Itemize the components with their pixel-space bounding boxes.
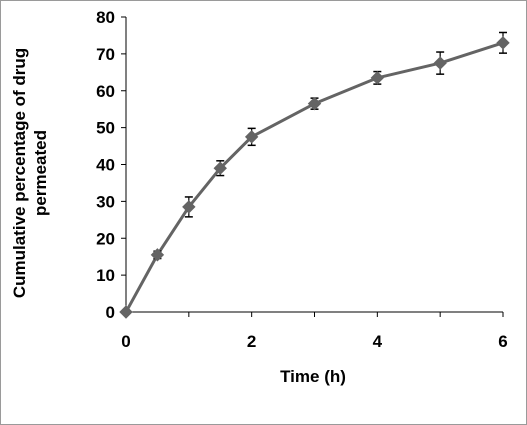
data-point xyxy=(433,56,447,70)
y-axis-title-line-1: Cumulative percentage of drug xyxy=(10,48,29,298)
data-point xyxy=(496,36,510,50)
data-point xyxy=(119,305,133,319)
data-point xyxy=(213,161,227,175)
series-line xyxy=(124,41,504,313)
axes: 0 10 20 30 40 50 60 70 80 0 2 4 6 xyxy=(96,8,508,351)
y-axis-title-group: Cumulative percentage of drug permeated xyxy=(10,48,50,298)
y-tick-label: 0 xyxy=(106,303,115,322)
data-point xyxy=(182,200,196,214)
y-tick-label: 40 xyxy=(96,156,115,175)
y-tick-label: 60 xyxy=(96,82,115,101)
y-tick-label: 30 xyxy=(96,192,115,211)
data-point xyxy=(307,96,322,111)
data-point xyxy=(244,130,259,144)
x-axis-title: Time (h) xyxy=(280,367,346,386)
plot-area xyxy=(119,31,510,319)
x-tick-label: 2 xyxy=(247,332,256,351)
x-tick-label: 4 xyxy=(373,332,383,351)
y-tick-label: 20 xyxy=(96,229,115,248)
y-axis-title-line-2: permeated xyxy=(31,130,50,216)
x-tick-label: 0 xyxy=(121,332,130,351)
y-tick-label: 70 xyxy=(96,45,115,64)
data-point xyxy=(150,248,165,262)
x-tick-label: 6 xyxy=(498,332,507,351)
y-tick-label: 50 xyxy=(96,119,115,138)
y-tick-label: 80 xyxy=(96,8,115,27)
data-point xyxy=(370,71,385,85)
y-tick-label: 10 xyxy=(96,266,115,285)
